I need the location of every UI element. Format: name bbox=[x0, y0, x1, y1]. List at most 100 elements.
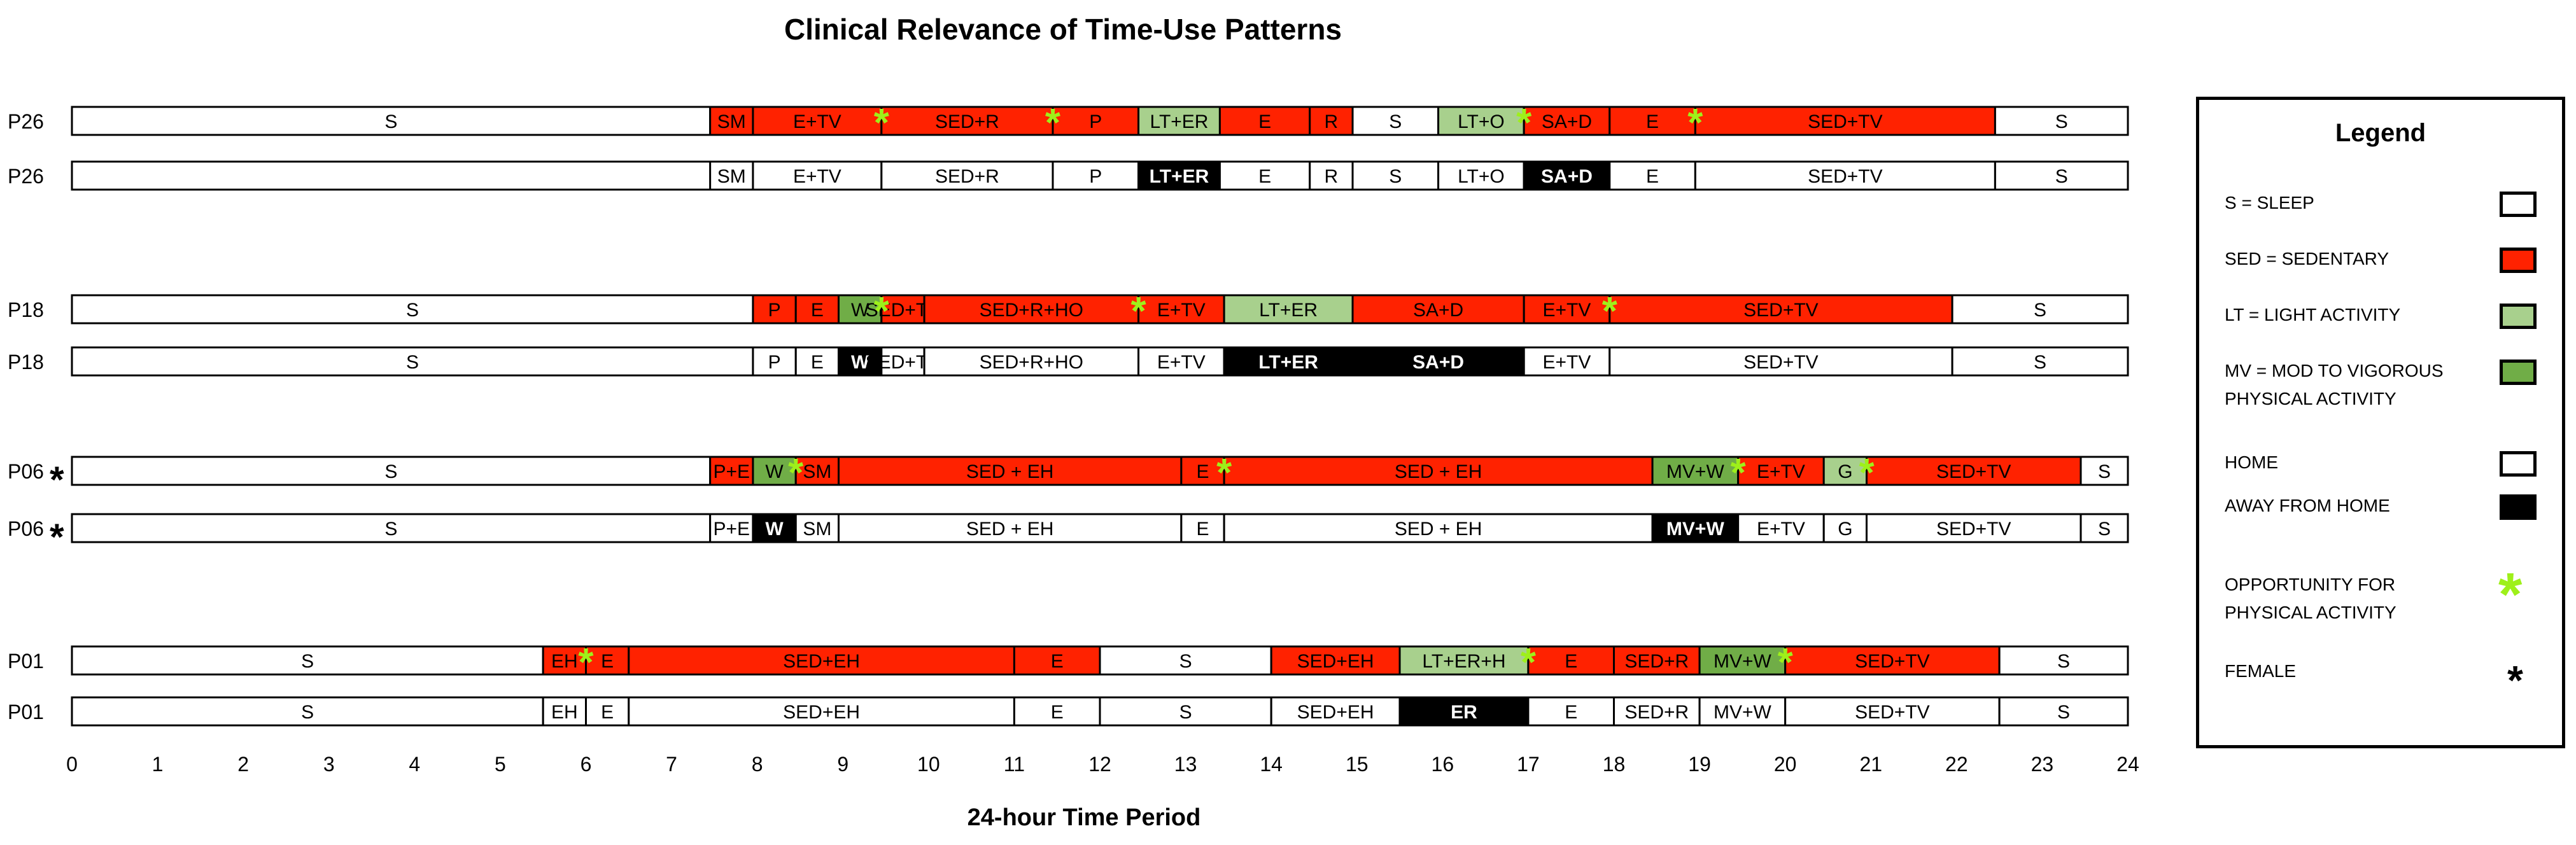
segment-label: SED+R+HO bbox=[980, 352, 1083, 373]
segment-label: SA+D bbox=[1542, 111, 1592, 132]
segment-label: E bbox=[1646, 166, 1659, 187]
x-tick-label: 2 bbox=[237, 753, 249, 776]
segment-sed bbox=[1613, 645, 1701, 676]
segment-sed bbox=[1866, 456, 2082, 486]
segment-home bbox=[1608, 160, 1696, 191]
segment-mv bbox=[752, 456, 797, 486]
x-tick-label: 9 bbox=[837, 753, 848, 776]
legend-swatch-mv bbox=[2500, 360, 2537, 385]
segment-label: SA+D bbox=[1412, 352, 1464, 373]
segment-sleep bbox=[71, 106, 712, 136]
x-tick-label: 5 bbox=[495, 753, 506, 776]
x-tick-label: 24 bbox=[2116, 753, 2139, 776]
segment-label: MV+W bbox=[1666, 519, 1725, 540]
segment-sleep bbox=[71, 294, 754, 325]
x-tick-label: 23 bbox=[2031, 753, 2054, 776]
segment-label: S bbox=[384, 461, 397, 482]
segment-label: W bbox=[765, 519, 784, 540]
timeline-row-p26-activity: S SM E+TV SED+R P LT+ER E R S LT+O SA+D E SED+TV S * * *… bbox=[8, 101, 2129, 145]
segment-label: W bbox=[765, 461, 784, 482]
segment-label: LT+ER+H bbox=[1422, 651, 1505, 672]
female-marker: * bbox=[50, 517, 64, 558]
segment-sed bbox=[1309, 106, 1354, 136]
segment-label: SA+D bbox=[1413, 300, 1463, 321]
segment-label: E bbox=[601, 702, 614, 723]
segment-label: E+TV bbox=[1757, 519, 1805, 540]
segment-sed bbox=[1608, 294, 1953, 325]
segment-label: LT+O bbox=[1458, 111, 1505, 132]
segment-label: E bbox=[1646, 111, 1659, 132]
segment-sed bbox=[880, 294, 926, 325]
x-tick-label: 22 bbox=[1945, 753, 1968, 776]
timeline-chart: Clinical Relevance of Time-Use Patterns … bbox=[8, 13, 2139, 831]
segment-label: S bbox=[2098, 519, 2111, 540]
opportunity-star-icon: * bbox=[2498, 561, 2523, 629]
row-label: P06 bbox=[8, 460, 44, 483]
segment-label: SED+R bbox=[935, 166, 999, 187]
segment-label: LT+ER bbox=[1258, 352, 1318, 373]
timeline-row-p01-location: S EH E SED+EH E S SED+EH ER E SED+R MV+W SED+TV S P01 bbox=[8, 696, 2129, 727]
segment-home bbox=[1998, 696, 2129, 727]
x-tick-label: 17 bbox=[1517, 753, 1540, 776]
x-tick-label: 3 bbox=[323, 753, 335, 776]
segment-label: E+TV bbox=[1543, 300, 1591, 321]
segment-home bbox=[1694, 160, 1996, 191]
legend-swatch-away bbox=[2500, 494, 2537, 520]
segment-label: P bbox=[1089, 111, 1102, 132]
segment-label: SED+EH bbox=[783, 651, 860, 672]
x-tick-label: 1 bbox=[152, 753, 164, 776]
segment-sleep bbox=[2080, 456, 2129, 486]
segment-label: S bbox=[2034, 352, 2046, 373]
segment-label: R bbox=[1325, 111, 1339, 132]
segment-label: E bbox=[811, 300, 824, 321]
segment-home bbox=[71, 513, 712, 543]
segment-label: P bbox=[768, 300, 781, 321]
segment-label: SED+EH bbox=[1297, 702, 1374, 723]
segment-label: SM bbox=[803, 519, 831, 540]
legend-item-label: OPPORTUNITY FOR PHYSICAL ACTIVITY bbox=[2225, 575, 2397, 622]
segment-label: LT+ER bbox=[1150, 111, 1208, 132]
opportunity-marker: * bbox=[1602, 290, 1618, 333]
segment-label: SED + EH bbox=[1395, 461, 1482, 482]
opportunity-marker: * bbox=[1778, 641, 1794, 685]
segment-label: E bbox=[1051, 651, 1064, 672]
segment-label: W bbox=[851, 352, 869, 373]
segment-home bbox=[1180, 513, 1225, 543]
segment-label: E+TV bbox=[1543, 352, 1591, 373]
segment-label: S bbox=[2098, 461, 2111, 482]
segment-sed bbox=[880, 106, 1054, 136]
segment-away bbox=[752, 513, 797, 543]
segment-label: S bbox=[406, 300, 419, 321]
legend-title: Legend bbox=[2335, 119, 2426, 147]
segment-label: P bbox=[1089, 166, 1102, 187]
segment-sleep bbox=[1351, 106, 1440, 136]
segment-label: S bbox=[2057, 651, 2070, 672]
segment-home bbox=[1698, 696, 1787, 727]
segment-label: MV+W bbox=[1714, 651, 1772, 672]
segment-label: G bbox=[1838, 519, 1852, 540]
segment-label: LT+ER bbox=[1150, 166, 1209, 187]
segment-home bbox=[709, 160, 754, 191]
legend-swatch-sed bbox=[2500, 248, 2537, 273]
segment-label: S bbox=[406, 352, 419, 373]
segment-label: E+TV bbox=[1757, 461, 1805, 482]
segment-home bbox=[880, 160, 1054, 191]
segment-away bbox=[1223, 346, 1354, 377]
row-label: P18 bbox=[8, 351, 44, 374]
segment-label: E bbox=[1258, 166, 1271, 187]
row-label: P06 bbox=[8, 517, 44, 540]
segment-label: SED+TV bbox=[1936, 461, 2011, 482]
segment-label: SED+TV bbox=[1808, 166, 1883, 187]
x-tick-label: 21 bbox=[1859, 753, 1882, 776]
segment-label: S bbox=[2057, 702, 2070, 723]
segment-label: ER bbox=[1451, 702, 1477, 723]
x-tick-label: 0 bbox=[66, 753, 78, 776]
segment-label: SED+TV bbox=[1743, 300, 1819, 321]
segment-label: P+E bbox=[714, 519, 750, 540]
legend-swatch-home bbox=[2500, 451, 2537, 477]
segment-sed bbox=[1013, 645, 1101, 676]
segment-label: MV+W bbox=[1666, 461, 1725, 482]
segment-label: SED + EH bbox=[966, 461, 1054, 482]
legend: Legend S = SLEEP SED = SEDENTARY LT = LIGH… bbox=[2196, 97, 2565, 748]
